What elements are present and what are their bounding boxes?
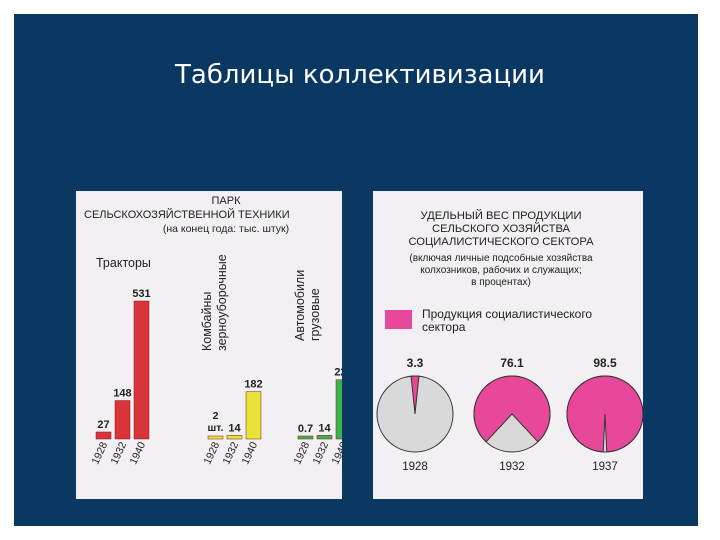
legend-swatch bbox=[385, 310, 412, 329]
bar bbox=[245, 391, 262, 440]
bar-value-label: 228 bbox=[334, 367, 342, 379]
pie-value-label: 3.3 bbox=[407, 356, 424, 370]
pie-socialist-slice bbox=[473, 375, 551, 443]
bar bbox=[316, 435, 333, 440]
pie-year-label: 1937 bbox=[592, 461, 618, 473]
bar-year-label: 1940 bbox=[127, 440, 148, 466]
bar bbox=[226, 435, 243, 440]
bar bbox=[297, 435, 314, 440]
bar bbox=[114, 400, 131, 440]
pie-socialist-slice bbox=[410, 375, 420, 415]
pie-socialist-slice bbox=[566, 375, 644, 453]
slide-title: Таблицы коллективизации bbox=[175, 60, 545, 90]
bar-year-label: 1932 bbox=[220, 440, 241, 466]
pie-chart-subtitle-line: колхозников, рабочих и служащих; bbox=[420, 264, 582, 276]
pie-value-label: 98.5 bbox=[593, 356, 617, 370]
bar-chart-title-line: (на конец года: тыс. штук) bbox=[163, 223, 289, 235]
bar-group-label: грузовые bbox=[308, 288, 322, 341]
bar-value-label: 182 bbox=[244, 379, 262, 391]
bar-value-label: 14 bbox=[228, 422, 241, 434]
bar-group-label: Автомобили bbox=[293, 270, 307, 341]
bar-value-label: 27 bbox=[97, 419, 109, 431]
pie-chart-subtitle-line: в процентах) bbox=[471, 277, 531, 288]
bar-year-label: 1928 bbox=[201, 440, 222, 466]
bar-chart-title-line: ПАРК bbox=[212, 195, 242, 207]
pie-year-label: 1928 bbox=[402, 461, 428, 473]
bar-value-label: 148 bbox=[113, 388, 131, 400]
bar bbox=[335, 379, 352, 440]
bar bbox=[95, 431, 112, 440]
legend-label: сектора bbox=[422, 320, 466, 334]
pie-chart-title-line: СОЦИАЛИСТИЧЕСКОГО СЕКТОРА bbox=[408, 236, 594, 248]
bar-year-label: 1940 bbox=[329, 440, 342, 466]
machinery-bar-chart-panel: ПАРК СЕЛЬСКОХОЗЯЙСТВЕННОЙ ТЕХНИКИ (на коне… bbox=[76, 191, 353, 499]
bar-group-label: зерноуборочные bbox=[215, 254, 229, 351]
bar-year-label: 1928 bbox=[291, 440, 312, 466]
bar-value-unit: шт. bbox=[208, 422, 224, 434]
bar bbox=[207, 435, 224, 440]
bar-group-label: Тракторы bbox=[96, 256, 151, 270]
legend-label: Продукция социалистического bbox=[422, 307, 592, 321]
pie-year-label: 1932 bbox=[499, 461, 525, 473]
pie-value-label: 76.1 bbox=[500, 356, 524, 370]
bar-value-label: 2 bbox=[213, 410, 219, 422]
bar bbox=[133, 300, 150, 440]
bar-group-label: Комбайны bbox=[200, 292, 214, 351]
bar-chart-title-line: СЕЛЬСКОХОЗЯЙСТВЕННОЙ ТЕХНИКИ bbox=[84, 208, 290, 221]
bar-year-label: 1940 bbox=[239, 440, 260, 466]
pie-chart-title-line: УДЕЛЬНЫЙ ВЕС ПРОДУКЦИИ bbox=[421, 209, 582, 222]
bar-year-label: 1932 bbox=[108, 440, 129, 466]
bar-value-label: 0.7 bbox=[298, 423, 313, 435]
bar-value-label: 531 bbox=[132, 288, 150, 300]
bar-year-label: 1928 bbox=[89, 440, 110, 466]
socialist-sector-pie-panel: УДЕЛЬНЫЙ ВЕС ПРОДУКЦИИ СЕЛЬСКОГО ХОЗЯЙСТВ… bbox=[373, 191, 644, 499]
pie-chart-title-line: СЕЛЬСКОГО ХОЗЯЙСТВА bbox=[432, 222, 571, 235]
pie-chart-subtitle-line: (включая личные подсобные хозяйства bbox=[409, 252, 593, 264]
bar-year-label: 1932 bbox=[310, 440, 331, 466]
bar-value-label: 14 bbox=[318, 422, 331, 434]
